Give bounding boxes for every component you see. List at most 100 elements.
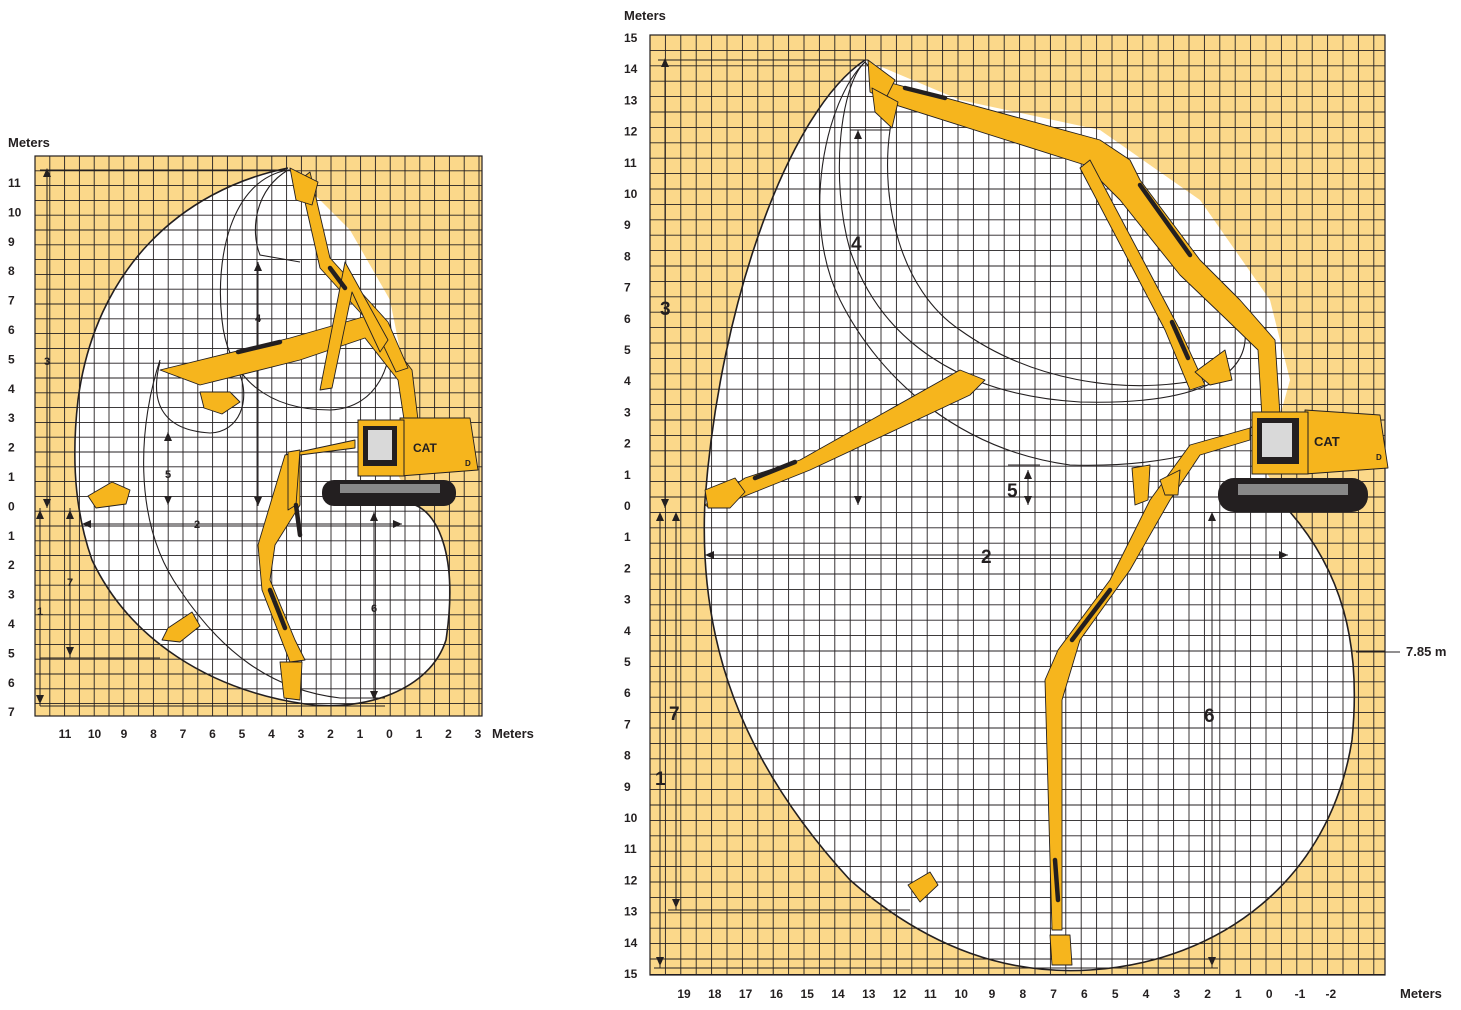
y-tick-label: 7: [8, 705, 15, 719]
left-arc-4: [156, 361, 245, 434]
x-tick-label: 3: [1173, 987, 1180, 1001]
right-x-ticks: 19 18 17 16 15 14 13 12 11 10 9 8 7 6 5 4 3 2 1 0 -1 -2: [677, 987, 1336, 1001]
x-tick-label: 8: [150, 727, 157, 741]
left-badge: CAT: [413, 441, 437, 455]
y-tick-label: 2: [624, 437, 631, 451]
x-tick-label: 2: [1204, 987, 1211, 1001]
x-tick-label: 3: [298, 727, 305, 741]
y-tick-label: 2: [8, 441, 15, 455]
y-tick-label: 10: [624, 187, 638, 201]
y-tick-label: 3: [8, 411, 15, 425]
left-model-mark: D: [465, 459, 471, 468]
left-dim-4: 4: [255, 313, 262, 325]
right-badge: CAT: [1314, 434, 1340, 449]
y-tick-label: 12: [624, 873, 638, 887]
x-tick-label: 7: [180, 727, 187, 741]
x-tick-label: 5: [239, 727, 246, 741]
right-y-ticks: 1514131211109876543210123456789101112131…: [624, 31, 638, 981]
right-dim-4: 4: [851, 234, 862, 255]
right-chart-frame: [649, 34, 1386, 976]
x-tick-label: 12: [893, 987, 907, 1001]
right-machine: CAT D: [704, 59, 1389, 966]
y-tick-label: 12: [624, 125, 638, 139]
x-tick-label: 4: [268, 727, 275, 741]
y-tick-label: 1: [8, 470, 15, 484]
x-tick-label: 2: [327, 727, 334, 741]
x-tick-label: 10: [88, 727, 102, 741]
y-tick-label: 1: [8, 529, 15, 543]
x-tick-label: -1: [1295, 987, 1306, 1001]
right-dim-2: 2: [981, 547, 992, 568]
left-envelope-outline: [74, 167, 451, 707]
right-dim-7: 7: [669, 704, 680, 725]
right-dim-3: 3: [660, 299, 671, 320]
x-tick-label: 2: [445, 727, 452, 741]
x-tick-label: 17: [739, 987, 753, 1001]
left-chart-frame: [34, 155, 483, 717]
y-tick-label: 15: [624, 967, 638, 981]
right-dim-1: 1: [655, 769, 666, 790]
left-machine: CAT D: [87, 167, 479, 701]
right-dim-5: 5: [1007, 481, 1018, 502]
x-tick-label: 14: [831, 987, 845, 1001]
left-dimension-lines: [36, 168, 402, 707]
y-tick-label: 5: [624, 655, 631, 669]
left-dim-5: 5: [165, 469, 171, 481]
x-tick-label: 11: [59, 727, 72, 741]
x-tick-label: 19: [677, 987, 691, 1001]
y-tick-label: 4: [624, 624, 631, 638]
right-arc-4: [887, 129, 1201, 387]
y-tick-label: 9: [624, 218, 631, 232]
y-tick-label: 6: [624, 686, 631, 700]
left-dim-2: 2: [194, 519, 200, 531]
y-tick-label: 1: [624, 530, 631, 544]
y-tick-label: 3: [624, 405, 631, 419]
y-tick-label: 10: [624, 811, 638, 825]
left-y-axis-title: Meters: [8, 135, 50, 150]
y-tick-label: 7: [624, 717, 631, 731]
right-dim-6: 6: [1204, 706, 1215, 727]
x-tick-label: 10: [955, 987, 969, 1001]
y-tick-label: 0: [624, 499, 631, 513]
y-tick-label: 15: [624, 31, 638, 45]
x-tick-label: 18: [708, 987, 722, 1001]
y-tick-label: 14: [624, 62, 638, 76]
right-dimension-labels: 1 2 3 4 5 6 7: [655, 234, 1215, 790]
x-tick-label: 6: [1081, 987, 1088, 1001]
right-reach-callout: 7.85 m: [1406, 644, 1446, 659]
y-tick-label: 6: [8, 323, 15, 337]
y-tick-label: 4: [8, 617, 15, 631]
x-tick-label: 16: [770, 987, 784, 1001]
y-tick-label: 3: [624, 593, 631, 607]
x-tick-label: 5: [1112, 987, 1119, 1001]
x-tick-label: 15: [801, 987, 815, 1001]
right-dimension-lines: [654, 58, 1400, 969]
left-dim-1: 1: [37, 606, 43, 618]
y-tick-label: 6: [624, 312, 631, 326]
y-tick-label: 6: [8, 676, 15, 690]
x-tick-label: -2: [1325, 987, 1336, 1001]
x-tick-label: 0: [1266, 987, 1273, 1001]
left-x-ticks: 11 10 9 8 7 6 5 4 3 2 1 0 1 2 3: [59, 727, 482, 741]
left-dimension-labels: 1 2 3 4 5 6 7: [37, 313, 377, 618]
y-tick-label: 4: [8, 382, 15, 396]
y-tick-label: 2: [8, 558, 15, 572]
y-tick-label: 4: [624, 374, 631, 388]
left-dim-7: 7: [67, 577, 73, 589]
x-tick-label: 7: [1050, 987, 1057, 1001]
y-tick-label: 5: [8, 646, 15, 660]
right-envelope-outline: [703, 59, 1356, 972]
y-tick-label: 5: [624, 343, 631, 357]
y-tick-label: 11: [624, 842, 637, 856]
right-chart: CAT D Meters Meters 7.85 m 1514131211109…: [624, 8, 1446, 1001]
y-tick-label: 7: [624, 281, 631, 295]
x-tick-label: 8: [1019, 987, 1026, 1001]
y-tick-label: 5: [8, 352, 15, 366]
y-tick-label: 8: [624, 749, 631, 763]
x-tick-label: 4: [1143, 987, 1150, 1001]
left-dim-6: 6: [371, 603, 377, 615]
left-dim-3: 3: [44, 356, 50, 368]
y-tick-label: 0: [8, 499, 15, 513]
